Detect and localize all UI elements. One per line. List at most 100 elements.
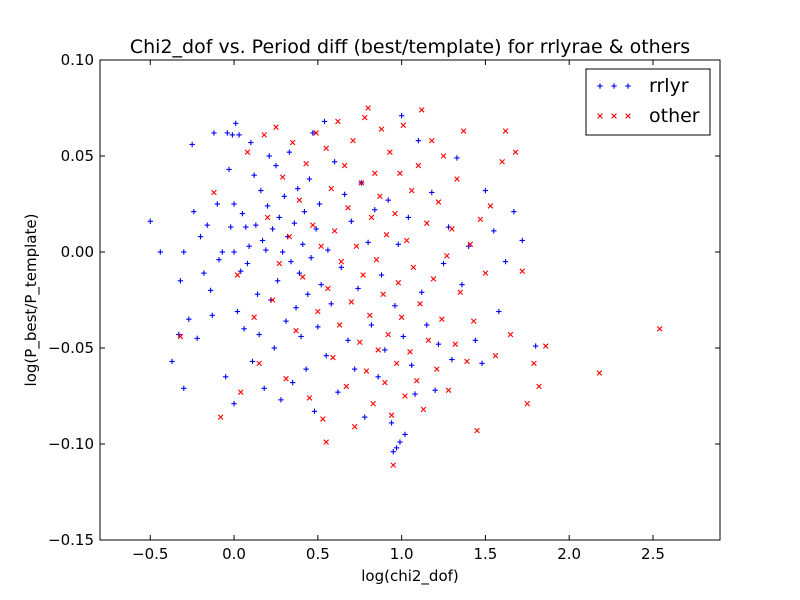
- other-point: [336, 322, 343, 328]
- other-point: [373, 256, 380, 263]
- other-point: [358, 180, 365, 186]
- rrlyr-point: [341, 191, 348, 198]
- rrlyr-point: [276, 214, 282, 221]
- legend-box: [585, 68, 711, 136]
- rrlyr-point: [424, 322, 430, 328]
- other-point: [313, 130, 319, 136]
- rrlyr-point: [214, 201, 220, 207]
- rrlyr-point: [181, 249, 187, 255]
- rrlyr-point: [228, 224, 234, 230]
- rrlyr-point: [241, 326, 247, 332]
- rrlyr-point: [372, 207, 378, 213]
- other-point: [435, 199, 442, 205]
- other-point: [356, 339, 363, 346]
- ticks-layer: −0.5 0.0 0.5 1.0 1.5 2.0 2.5 −0.15 −0.10 −0.05 0.0…: [48, 51, 720, 563]
- rrlyr-point: [398, 112, 405, 119]
- other-point: [395, 279, 402, 286]
- other-point: [440, 153, 447, 159]
- rrlyr-point: [264, 203, 271, 209]
- other-point: [444, 253, 450, 259]
- rrlyr-point: [397, 439, 403, 445]
- other-point: [365, 105, 371, 111]
- other-point: [413, 377, 420, 384]
- other-point: [345, 205, 351, 211]
- rrlyr-point: [365, 239, 371, 246]
- other-point: [318, 243, 324, 250]
- other-point: [372, 170, 378, 177]
- other-point: [512, 149, 519, 155]
- other-point: [289, 139, 296, 146]
- other-point: [244, 149, 251, 155]
- other-point: [363, 368, 370, 374]
- other-point: [251, 314, 257, 321]
- other-point: [256, 360, 262, 367]
- other-point: [375, 347, 381, 353]
- rrlyr-point: [415, 137, 422, 144]
- other-point: [366, 312, 373, 319]
- rrlyr-point: [291, 220, 298, 226]
- other-point: [415, 162, 422, 169]
- other-point: [492, 352, 499, 359]
- other-point: [542, 343, 549, 349]
- other-point: [310, 222, 316, 228]
- other-point: [474, 427, 480, 434]
- rrlyr-point: [224, 130, 231, 136]
- y-tick-label: 0.10: [61, 51, 94, 69]
- rrlyr-point: [259, 237, 266, 244]
- rrlyr-point: [233, 120, 239, 127]
- rrlyr-point: [231, 201, 237, 207]
- rrlyr-point: [472, 337, 479, 344]
- other-point: [286, 233, 293, 240]
- rrlyr-point: [201, 270, 207, 276]
- rrlyr-point: [296, 270, 303, 276]
- rrlyr-point: [222, 374, 229, 380]
- other-point: [428, 137, 435, 144]
- other-point: [452, 341, 459, 347]
- rrlyr-point: [432, 387, 438, 393]
- rrlyr-point: [271, 345, 277, 351]
- rrlyr-point: [216, 256, 222, 263]
- other-point: [320, 416, 326, 422]
- other-point: [402, 393, 408, 399]
- rrlyr-point: [231, 249, 237, 255]
- rrlyr-point: [323, 352, 329, 359]
- other-point: [425, 337, 432, 344]
- legend: rrlyr other: [585, 68, 711, 136]
- rrlyr-point: [305, 291, 311, 297]
- rrlyr-point: [157, 249, 164, 255]
- other-point: [276, 260, 283, 267]
- other-point: [377, 193, 383, 200]
- other-point: [434, 366, 440, 372]
- rrlyr-point: [491, 228, 497, 234]
- rrlyr-point: [239, 210, 246, 217]
- y-tick-label: −0.15: [48, 531, 94, 549]
- rrlyr-point: [511, 208, 517, 215]
- y-axis-label: log(P_best/P_template): [22, 214, 41, 387]
- rrlyr-point: [378, 272, 385, 278]
- rrlyr-point: [197, 233, 204, 240]
- other-point: [507, 331, 514, 338]
- rrlyr-point: [290, 379, 296, 386]
- other-point: [536, 383, 542, 390]
- other-point: [470, 318, 477, 324]
- other-point: [343, 383, 350, 390]
- rrlyr-point: [315, 324, 321, 330]
- rrlyr-point: [181, 385, 187, 392]
- x-tick-label: −0.5: [132, 545, 168, 563]
- other-point: [330, 354, 336, 361]
- other-point: [398, 314, 405, 321]
- rrlyr-point: [412, 391, 418, 397]
- other-point: [430, 276, 437, 282]
- rrlyr-point: [390, 448, 396, 455]
- other-point: [392, 210, 398, 217]
- other-point: [261, 132, 268, 138]
- rrlyr-point: [231, 400, 237, 407]
- x-tick-label: 2.0: [557, 545, 581, 563]
- other-point: [370, 400, 376, 407]
- legend-items: rrlyr other: [597, 75, 700, 127]
- other-point: [380, 291, 386, 298]
- rrlyr-point: [482, 187, 489, 194]
- rrlyr-point: [204, 222, 210, 228]
- other-point: [418, 107, 425, 113]
